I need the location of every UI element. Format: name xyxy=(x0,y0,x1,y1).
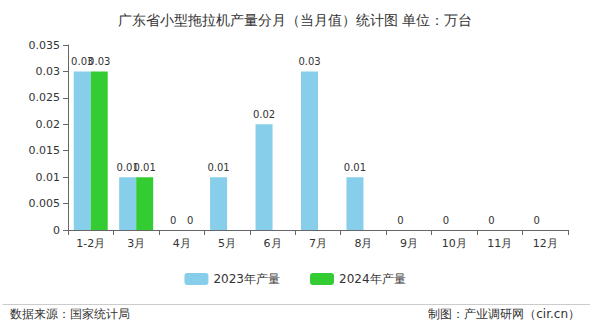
svg-text:5月: 5月 xyxy=(218,237,236,250)
svg-text:0.015: 0.015 xyxy=(29,144,61,157)
svg-text:1-2月: 1-2月 xyxy=(76,237,105,250)
svg-text:12月: 12月 xyxy=(533,237,558,250)
svg-text:2023年产量: 2023年产量 xyxy=(213,272,280,286)
svg-text:制图：产业调研网（cir.cn）: 制图：产业调研网（cir.cn） xyxy=(428,307,580,321)
svg-text:0.025: 0.025 xyxy=(29,91,61,104)
svg-text:7月: 7月 xyxy=(309,237,327,250)
svg-text:广东省小型拖拉机产量分月（当月值）统计图 单位：万台: 广东省小型拖拉机产量分月（当月值）统计图 单位：万台 xyxy=(118,12,472,28)
svg-text:11月: 11月 xyxy=(487,237,512,250)
svg-text:10月: 10月 xyxy=(442,237,467,250)
svg-text:0: 0 xyxy=(187,215,193,226)
svg-text:9月: 9月 xyxy=(400,237,418,250)
svg-text:0.02: 0.02 xyxy=(36,118,61,131)
svg-text:0.01: 0.01 xyxy=(116,161,139,173)
svg-text:0.035: 0.035 xyxy=(29,39,61,52)
svg-text:0.01: 0.01 xyxy=(344,162,366,173)
svg-text:2024年产量: 2024年产量 xyxy=(339,272,406,286)
svg-text:4月: 4月 xyxy=(173,237,191,250)
svg-text:0.03: 0.03 xyxy=(88,56,110,67)
svg-text:0.01: 0.01 xyxy=(134,162,156,173)
svg-text:0.03: 0.03 xyxy=(36,65,61,78)
svg-text:数据来源：国家统计局: 数据来源：国家统计局 xyxy=(10,307,130,321)
svg-text:0: 0 xyxy=(488,215,494,226)
svg-text:8月: 8月 xyxy=(354,237,372,250)
svg-text:0: 0 xyxy=(170,215,176,226)
svg-text:0.005: 0.005 xyxy=(29,197,61,210)
svg-text:0.02: 0.02 xyxy=(253,109,275,120)
svg-text:0.03: 0.03 xyxy=(298,56,320,67)
svg-text:0: 0 xyxy=(443,215,449,226)
svg-text:0.01: 0.01 xyxy=(207,162,229,173)
svg-text:6月: 6月 xyxy=(264,237,282,250)
svg-text:3月: 3月 xyxy=(127,237,145,250)
svg-text:0: 0 xyxy=(397,215,403,226)
svg-text:0: 0 xyxy=(534,215,540,226)
svg-text:0.01: 0.01 xyxy=(36,171,61,184)
svg-text:0: 0 xyxy=(53,224,60,237)
svg-text:0.03: 0.03 xyxy=(71,55,94,67)
